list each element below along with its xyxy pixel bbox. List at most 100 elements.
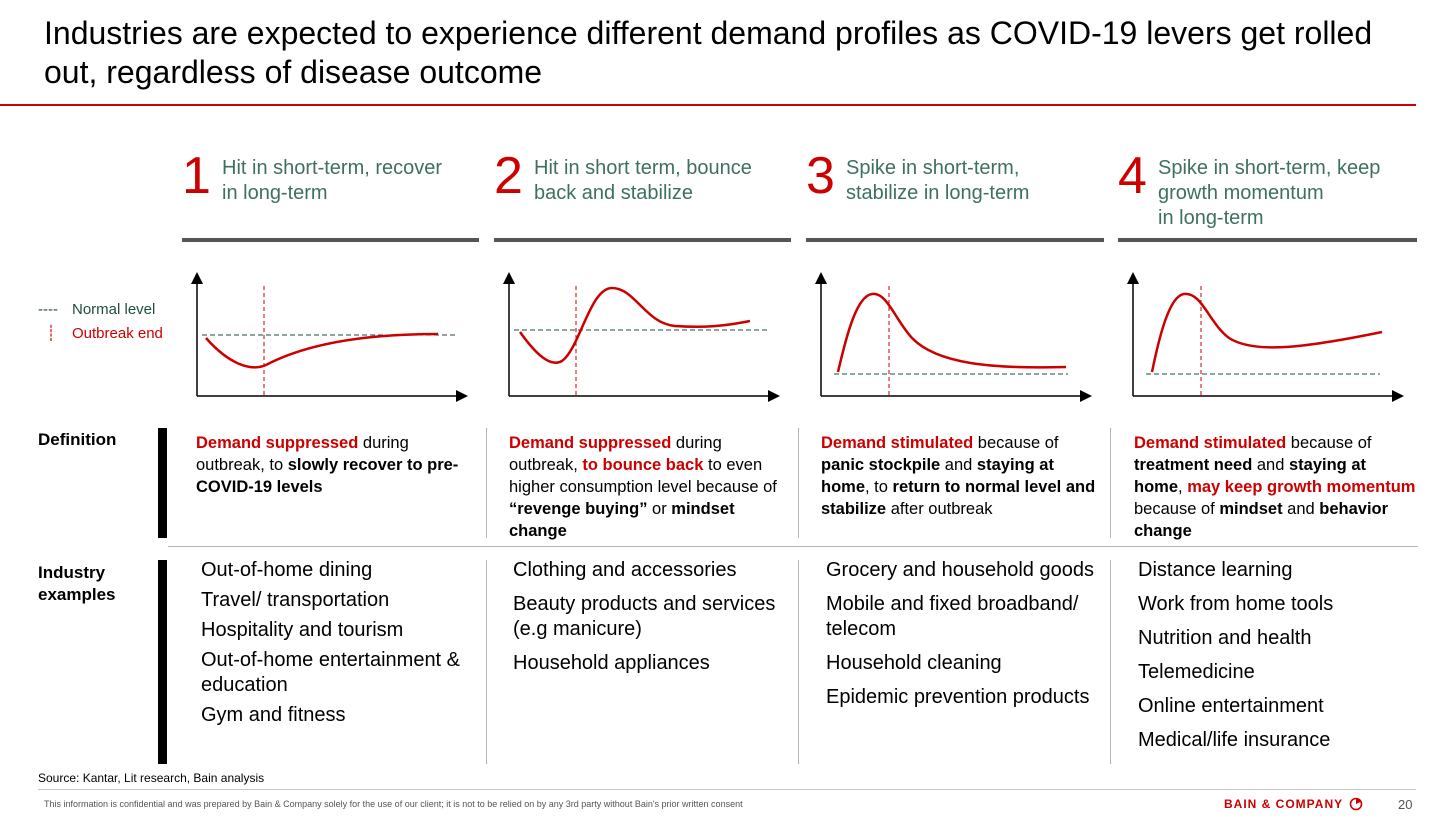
industry-example-item: Epidemic prevention products	[826, 686, 1090, 708]
industry-example-item: Household appliances	[513, 652, 710, 674]
industry-example-item: Medical/life insurance	[1138, 729, 1331, 751]
definition-segment: and	[940, 456, 977, 474]
column-divider	[486, 560, 487, 764]
header-rule-2	[494, 238, 791, 242]
definition-segment: slowly recover to pre-COVID-19 levels	[196, 456, 459, 496]
profile-header-2: 2 Hit in short term, bounce back and sta…	[494, 148, 794, 240]
demand-curve	[1150, 292, 1383, 373]
title-divider	[0, 104, 1416, 106]
definition-segment: Demand suppressed	[509, 434, 672, 452]
definition-segment: , to	[865, 478, 893, 496]
header-rule-1	[182, 238, 479, 242]
definition-text-2: Demand suppressed during outbreak, to bo…	[509, 432, 793, 542]
industry-example-item: Nutrition and health	[1138, 627, 1312, 649]
industry-examples-4: Distance learning Work from home tools Nut…	[1138, 558, 1414, 762]
definition-segment: return to normal level and stabilize	[821, 478, 1096, 518]
definition-segment: and	[1282, 500, 1320, 518]
definition-segment: treatment need	[1134, 456, 1253, 474]
definition-text-1: Demand suppressed during outbreak, to sl…	[196, 432, 476, 498]
definition-segment: during outbreak, to	[196, 434, 409, 474]
definition-segment: staying at home	[821, 456, 1054, 496]
definition-text-4: Demand stimulated because of treatment n…	[1134, 432, 1416, 542]
logo-circle-icon	[1349, 797, 1363, 811]
bain-logo: BAIN & COMPANY	[1224, 797, 1363, 811]
legend-outbreak-label: Outbreak end	[72, 325, 163, 342]
industry-example-item: Grocery and household goods	[826, 559, 1094, 581]
confidentiality-disclaimer: This information is confidential and was…	[44, 799, 743, 809]
row-label-industry-examples: Industry examples	[38, 563, 116, 604]
industry-examples-2: Clothing and accessories Beauty products …	[513, 558, 795, 685]
header-rule-4	[1118, 238, 1417, 242]
profile-number: 1	[182, 147, 211, 205]
vertical-dashed-line-icon: ┊	[46, 325, 56, 342]
industry-example-item: Travel/ transportation	[201, 589, 390, 611]
demand-profile-graph-1	[191, 272, 468, 402]
definition-segment: may keep growth momentum	[1187, 478, 1416, 496]
industry-row-bar	[158, 560, 167, 764]
demand-profile-graph-2	[503, 272, 780, 402]
definition-segment: because of	[1286, 434, 1372, 452]
demand-curve	[836, 292, 1067, 373]
legend-normal-label: Normal level	[72, 301, 156, 318]
industry-example-item: Distance learning	[1138, 559, 1293, 581]
demand-curve	[205, 332, 439, 369]
industry-examples-3: Grocery and household goods Mobile and fi…	[826, 558, 1106, 719]
definition-text-3: Demand stimulated because of panic stock…	[821, 432, 1105, 520]
row-label-definition: Definition	[38, 430, 117, 449]
graph-legend: ---- Normal level ┊ Outbreak end	[38, 298, 163, 346]
column-divider	[798, 428, 799, 538]
column-divider	[1110, 560, 1111, 764]
definition-segment: after outbreak	[886, 500, 993, 518]
definition-row-bar	[158, 428, 167, 538]
industry-example-item: Beauty products and services (e.g manicu…	[513, 593, 776, 640]
profile-number: 2	[494, 147, 523, 205]
definition-segment: mindset change	[509, 500, 735, 540]
industry-examples-1: Out-of-home dining Travel/ transportation…	[201, 558, 481, 733]
profile-header-1: 1 Hit in short-term, recover in long-ter…	[182, 148, 482, 240]
profile-description: Hit in short-term, recover in long-term	[222, 157, 443, 204]
logo-text: BAIN & COMPANY	[1224, 797, 1344, 811]
definition-segment: Demand suppressed	[196, 434, 359, 452]
definition-segment: and	[1252, 456, 1289, 474]
legend-outbreak-end: ┊ Outbreak end	[38, 322, 163, 346]
profile-description: Spike in short-term, keep growth momentu…	[1158, 157, 1381, 229]
industry-example-item: Out-of-home dining	[201, 559, 373, 581]
source-note: Source: Kantar, Lit research, Bain analy…	[38, 771, 265, 785]
demand-curve	[518, 286, 751, 364]
industry-example-item: Work from home tools	[1138, 593, 1334, 615]
industry-example-item: Household cleaning	[826, 652, 1002, 674]
definition-segment: or	[647, 500, 672, 518]
definition-segment: Demand stimulated	[1134, 434, 1287, 452]
industry-example-item: Mobile and fixed broadband/ telecom	[826, 593, 1079, 640]
industry-example-item: Online entertainment	[1138, 695, 1324, 717]
page-number: 20	[1398, 797, 1413, 812]
definition-segment: during outbreak,	[509, 434, 722, 474]
definition-segment: panic stockpile	[821, 456, 941, 474]
profile-description: Spike in short-term, stabilize in long-t…	[846, 157, 1030, 204]
page-title: Industries are expected to experience di…	[44, 15, 1373, 90]
definition-segment: to even higher consumption level because…	[509, 456, 777, 496]
column-divider	[798, 560, 799, 764]
definition-segment: to bounce back	[582, 456, 704, 474]
legend-normal-level: ---- Normal level	[38, 298, 163, 322]
definition-segment: Demand stimulated	[821, 434, 974, 452]
definition-segment: mindset	[1219, 500, 1283, 518]
column-divider	[1110, 428, 1111, 538]
industry-example-item: Telemedicine	[1138, 661, 1255, 683]
profile-description: Hit in short term, bounce back and stabi…	[534, 157, 752, 204]
industry-example-item: Hospitality and tourism	[201, 619, 404, 641]
industry-example-item: Gym and fitness	[201, 704, 346, 726]
definition-segment: because of	[973, 434, 1059, 452]
column-divider	[486, 428, 487, 538]
row-divider	[168, 546, 1418, 547]
industry-example-item: Out-of-home entertainment & education	[201, 649, 461, 696]
definition-segment: staying at home	[1134, 456, 1367, 496]
industry-example-item: Clothing and accessories	[513, 559, 737, 581]
definition-segment: ,	[1178, 478, 1188, 496]
header-rule-3	[806, 238, 1104, 242]
definition-segment: behavior change	[1134, 500, 1389, 540]
definition-segment: because of	[1134, 500, 1220, 518]
dashed-line-icon: ----	[38, 301, 58, 318]
profile-number: 3	[806, 147, 835, 205]
profile-number: 4	[1118, 147, 1147, 205]
